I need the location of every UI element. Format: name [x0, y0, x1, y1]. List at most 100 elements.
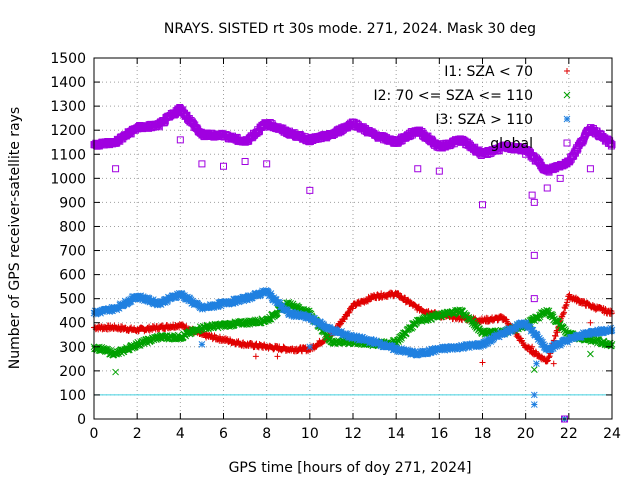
data-point: [585, 331, 593, 339]
legend-marker: [563, 91, 571, 99]
data-point: [597, 325, 605, 333]
data-point: [176, 136, 184, 144]
data-point: [604, 135, 612, 143]
data-point: [571, 149, 579, 157]
x-tick-label: 22: [560, 426, 578, 442]
data-point: [543, 184, 551, 192]
data-point: [586, 165, 594, 173]
data-point: [530, 198, 538, 206]
data-point: [311, 315, 318, 322]
data-point: [599, 133, 607, 141]
data-point: [183, 111, 191, 119]
data-point: [178, 108, 186, 116]
data-point: [579, 137, 587, 145]
data-point: [530, 251, 538, 259]
data-point: [543, 358, 550, 365]
data-point: [564, 299, 571, 306]
x-tick-label: 4: [176, 426, 185, 442]
x-tick-label: 6: [219, 426, 228, 442]
y-tick-label: 200: [59, 364, 86, 380]
data-point: [562, 302, 569, 309]
data-point: [467, 141, 475, 149]
data-point: [530, 401, 538, 408]
data-point: [244, 296, 251, 304]
x-tick-label: 0: [90, 426, 99, 442]
data-point: [503, 326, 511, 333]
data-point: [414, 165, 422, 173]
data-point: [344, 312, 351, 319]
y-tick-label: 1100: [50, 147, 86, 163]
data-point: [532, 154, 540, 162]
data-point: [124, 346, 132, 354]
data-point: [513, 324, 521, 331]
data-point: [268, 292, 275, 300]
x-tick-label: 12: [344, 426, 362, 442]
data-point: [528, 191, 536, 199]
tick-layer: 0 2 4 6 8 10 12 14 16 18 20 22 240100200300400500600…: [50, 51, 621, 442]
data-point: [501, 330, 509, 338]
y-tick-label: 300: [59, 340, 86, 356]
data-point: [187, 116, 195, 124]
data-point: [274, 353, 281, 360]
data-point: [580, 297, 587, 304]
data-point: [584, 328, 592, 336]
data-point: [241, 157, 249, 165]
y-tick-label: 800: [59, 219, 86, 235]
data-point: [549, 311, 556, 319]
data-point: [381, 340, 389, 347]
series-layer: [90, 103, 616, 423]
y-tick-label: 100: [59, 388, 86, 404]
data-point: [341, 316, 348, 323]
data-point: [278, 301, 286, 309]
data-point: [220, 162, 227, 170]
data-point: [556, 174, 564, 182]
data-point: [530, 391, 538, 399]
data-point: [522, 150, 530, 158]
data-point: [120, 301, 128, 309]
data-point: [546, 354, 553, 361]
data-point: [435, 167, 443, 175]
x-tick-label: 2: [133, 426, 142, 442]
data-point: [529, 343, 536, 350]
data-point: [533, 157, 541, 165]
data-point: [184, 293, 191, 301]
data-point: [430, 348, 438, 356]
x-tick-label: 8: [262, 426, 271, 442]
data-point: [302, 137, 310, 145]
data-point: [268, 294, 276, 302]
data-point: [608, 308, 615, 315]
data-point: [530, 366, 538, 374]
legend-label: I2: 70 <= SZA <= 110: [373, 88, 533, 104]
legend-marker: [563, 139, 571, 147]
y-tick-label: 1000: [50, 171, 86, 187]
legend: I1: SZA < 70 I2: 70 <= SZA <= 110 I3: SZA …: [373, 64, 571, 152]
data-point: [587, 319, 594, 326]
data-point: [346, 309, 353, 316]
x-tick-label: 10: [301, 426, 319, 442]
data-point: [252, 353, 259, 360]
data-point: [173, 293, 181, 301]
data-point: [191, 121, 199, 129]
x-tick-label: 24: [603, 426, 621, 442]
data-point: [352, 302, 359, 309]
data-point: [554, 329, 561, 336]
data-point: [607, 324, 615, 332]
data-point: [313, 343, 320, 350]
y-tick-label: 900: [59, 195, 86, 211]
data-point: [106, 308, 113, 316]
data-point: [154, 301, 161, 309]
x-axis-label: GPS time [hours of doy 271, 2024]: [229, 460, 472, 476]
data-point: [530, 295, 538, 303]
data-point: [560, 310, 567, 317]
legend-marker: [563, 115, 571, 123]
y-tick-label: 0: [77, 412, 86, 428]
data-point: [112, 165, 120, 173]
legend-label: I3: SZA > 110: [435, 112, 533, 128]
data-point: [479, 359, 486, 366]
y-tick-label: 1300: [50, 99, 86, 115]
data-point: [479, 201, 486, 209]
y-tick-label: 1400: [50, 75, 86, 91]
data-point: [386, 137, 394, 145]
legend-marker: [564, 68, 570, 74]
data-point: [137, 292, 145, 300]
